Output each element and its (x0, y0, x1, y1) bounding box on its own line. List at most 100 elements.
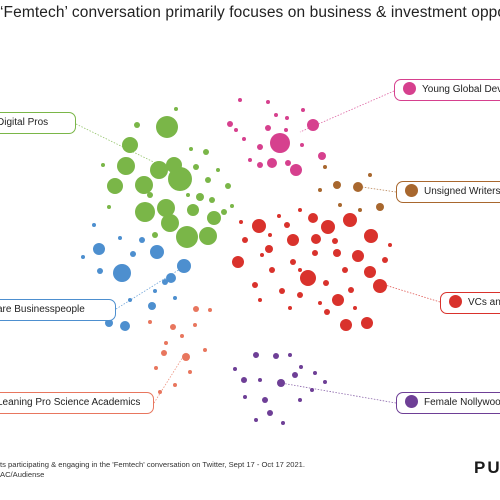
bubble-blue (173, 296, 177, 300)
bubble-blue (128, 298, 132, 302)
bubble-pink (301, 108, 305, 112)
bubble-blue (97, 268, 103, 274)
bubble-salmon (161, 350, 167, 356)
bubble-pink (285, 116, 289, 120)
bubble-pink (307, 119, 319, 131)
bubble-green (193, 164, 199, 170)
bubble-brown (338, 203, 342, 207)
bubble-green (117, 157, 135, 175)
bubble-purple (254, 418, 258, 422)
bubble-pink (290, 164, 302, 176)
bubble-red (284, 222, 290, 228)
bubble-purple (281, 421, 285, 425)
bubble-salmon (180, 334, 184, 338)
bubble-blue (166, 273, 176, 283)
bubble-pink (257, 144, 263, 150)
bubble-red (242, 237, 248, 243)
bubble-red (252, 282, 258, 288)
bubble-red (308, 213, 318, 223)
segment-label-text: Digital Pros (0, 117, 49, 128)
segment-label-female-nollywood[interactable]: Female Nollywood (396, 392, 500, 414)
bubble-green (176, 226, 198, 248)
segment-color-dot (405, 395, 418, 408)
bubble-pink (266, 100, 270, 104)
bubble-green (207, 211, 221, 225)
bubble-brown (358, 208, 362, 212)
bubble-blue (113, 264, 131, 282)
bubble-green (166, 157, 182, 173)
bubble-green (134, 122, 140, 128)
bubble-green (122, 137, 138, 153)
bubble-pink (242, 137, 246, 141)
bubble-red (288, 306, 292, 310)
bubble-green (150, 161, 168, 179)
bubble-green (107, 178, 123, 194)
bubble-purple (253, 352, 259, 358)
bubble-brown (318, 188, 322, 192)
bubble-blue (150, 245, 164, 259)
bubble-purple (258, 378, 262, 382)
bubble-salmon (193, 323, 197, 327)
bubble-green (199, 227, 217, 245)
bubble-pink (318, 152, 326, 160)
segment-label-science-academics[interactable]: Leaning Pro Science Academics (0, 392, 154, 414)
bubble-pink (238, 98, 242, 102)
bubble-red (269, 267, 275, 273)
bubble-pink (248, 158, 252, 162)
bubble-salmon (188, 370, 192, 374)
segment-label-unsigned-writers[interactable]: Unsigned Writers (396, 181, 500, 203)
bubble-red (297, 292, 303, 298)
segment-color-dot (449, 295, 462, 308)
segment-label-businesspeople[interactable]: are Businesspeople (0, 299, 116, 321)
bubble-red (382, 257, 388, 263)
bubble-brown (333, 181, 341, 189)
bubble-pink (234, 128, 238, 132)
bubble-blue (93, 243, 105, 255)
bubble-red (318, 301, 322, 305)
bubble-red (332, 294, 344, 306)
bubble-salmon (170, 324, 176, 330)
bubble-salmon (173, 383, 177, 387)
bubble-pink (284, 128, 288, 132)
bubble-blue (177, 259, 191, 273)
bubble-red (361, 317, 373, 329)
bubble-pink (257, 162, 263, 168)
bubble-green (135, 202, 155, 222)
footnote-line-2: AC/Audiense (0, 470, 45, 479)
bubble-green (147, 192, 153, 198)
bubble-green (230, 204, 234, 208)
bubble-brown (323, 165, 327, 169)
brand-logo: PU (474, 458, 500, 477)
bubble-red (340, 319, 352, 331)
segment-label-digital-pros[interactable]: Digital Pros (0, 112, 76, 134)
bubble-red (298, 268, 302, 272)
bubble-green (156, 116, 178, 138)
segment-label-text: are Businesspeople (0, 304, 85, 315)
bubble-blue (92, 223, 96, 227)
bubble-green (157, 199, 175, 217)
bubble-red (232, 256, 244, 268)
bubble-red (252, 219, 266, 233)
segment-label-text: Female Nollywood (424, 397, 500, 408)
bubble-red (290, 259, 296, 265)
bubble-red (298, 208, 302, 212)
bubble-pink (285, 160, 291, 166)
bubble-red (312, 250, 318, 256)
bubble-red (388, 243, 392, 247)
bubble-red (364, 266, 376, 278)
bubble-purple (292, 372, 298, 378)
segment-label-vcs[interactable]: VCs and (440, 292, 500, 314)
bubble-red (300, 270, 316, 286)
bubble-purple (323, 380, 327, 384)
bubble-pink (274, 113, 278, 117)
bubble-green (216, 168, 220, 172)
segment-label-young-global-devs[interactable]: Young Global Devs (394, 79, 500, 101)
bubble-brown (368, 173, 372, 177)
footnote: ts participating & engaging in the 'Femt… (0, 460, 305, 480)
bubble-purple (233, 367, 237, 371)
bubble-red (342, 267, 348, 273)
bubble-blue (118, 236, 122, 240)
segment-label-text: Leaning Pro Science Academics (0, 397, 141, 408)
bubble-red (279, 288, 285, 294)
bubble-blue (162, 279, 168, 285)
